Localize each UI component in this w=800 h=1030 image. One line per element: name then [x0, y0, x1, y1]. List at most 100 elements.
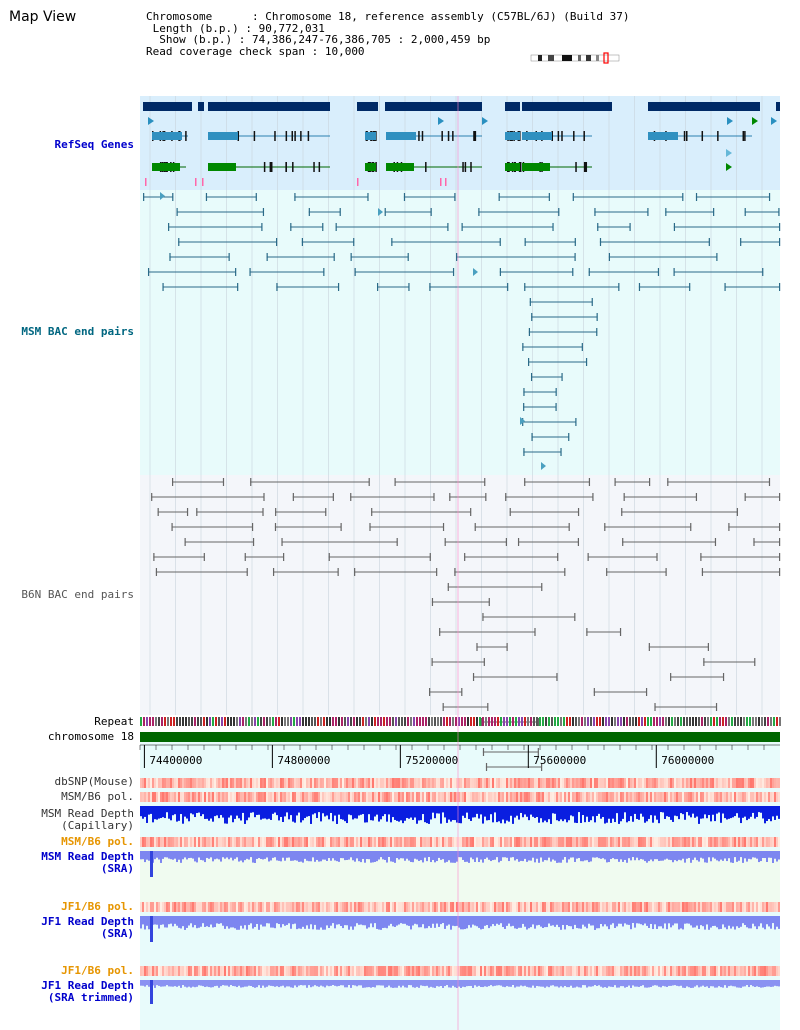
depth-bar: [144, 806, 146, 817]
heat-cell: [768, 837, 770, 847]
depth-bar: [498, 916, 500, 925]
b6n-pair-end: [541, 763, 543, 771]
depth-bar: [664, 980, 666, 987]
depth-bar: [538, 916, 540, 925]
depth-bar: [478, 916, 480, 928]
depth-bar: [248, 806, 250, 818]
heat-cell: [778, 778, 780, 788]
depth-bar: [232, 851, 234, 861]
depth-bar: [156, 806, 158, 820]
heat-cell: [592, 902, 594, 912]
heat-cell: [528, 792, 530, 802]
b6n-pair-end: [715, 703, 718, 711]
depth-bar: [680, 851, 682, 861]
b6n-pair-end: [485, 493, 487, 501]
depth-bar: [772, 806, 774, 817]
refseq-genes-track[interactable]: [143, 102, 780, 186]
heat-cell: [568, 837, 570, 847]
heat-cell: [270, 966, 272, 976]
heat-cell: [160, 902, 162, 912]
depth-bar: [508, 851, 510, 862]
b6n-bac-label[interactable]: B6N BAC end pairs: [21, 588, 134, 601]
repeat-mark: [701, 717, 703, 726]
depth-bar: [590, 806, 592, 821]
chromosome-ideogram[interactable]: [530, 52, 620, 64]
repeat-track[interactable]: [140, 717, 781, 726]
depth-bar: [488, 916, 490, 929]
depth-bar: [206, 806, 208, 819]
depth-bar: [180, 806, 182, 815]
heat-cell: [674, 837, 676, 847]
depth-bar: [386, 806, 388, 822]
heat-cell: [482, 778, 484, 788]
heat-cell: [336, 837, 338, 847]
msm-bac-label[interactable]: MSM BAC end pairs: [21, 325, 134, 338]
depth-bar: [698, 980, 700, 988]
depth-bar: [472, 980, 474, 988]
depth-bar: [238, 916, 240, 930]
depth-bar: [434, 916, 436, 928]
depth-bar: [274, 916, 276, 929]
heat-cell: [756, 902, 758, 912]
heat-cell: [462, 837, 464, 847]
depth-bar: [286, 916, 288, 925]
msm-bac-track[interactable]: [143, 192, 781, 470]
heat-cell: [170, 778, 172, 788]
depth-bar: [300, 851, 302, 862]
depth-bar: [454, 851, 456, 863]
heat-cell: [466, 966, 468, 976]
heat-cell: [778, 792, 780, 802]
depth-bar: [450, 851, 452, 863]
depth-bar: [512, 980, 514, 986]
depth-bar: [190, 980, 192, 988]
depth-bar: [532, 980, 534, 986]
heat-cell: [170, 902, 172, 912]
heat-cell: [316, 792, 318, 802]
heat-cell: [466, 837, 468, 847]
heat-cell: [254, 966, 256, 976]
depth-bar: [402, 806, 404, 824]
depth-bar: [510, 851, 512, 858]
repeat-mark: [167, 717, 169, 726]
depth-tracks[interactable]: [140, 806, 780, 1004]
depth-bar: [710, 806, 712, 822]
b6n-pair-end: [325, 508, 327, 516]
depth-bar: [292, 980, 294, 988]
heat-cell: [348, 837, 350, 847]
depth-bar: [390, 851, 392, 862]
depth-bar: [396, 851, 398, 859]
heat-cell: [172, 837, 174, 847]
refseq-label[interactable]: RefSeq Genes: [54, 138, 134, 151]
heat-cell: [426, 778, 428, 788]
heat-cell: [376, 902, 378, 912]
heat-cell: [328, 837, 330, 847]
depth-bar: [610, 980, 612, 987]
depth-bar: [380, 980, 382, 986]
repeat-mark: [251, 717, 253, 726]
heat-cell: [320, 966, 322, 976]
heat-cell: [164, 778, 166, 788]
depth-bar: [540, 980, 542, 987]
depth-bar: [480, 806, 482, 815]
heat-cell: [720, 792, 722, 802]
heat-cell: [604, 837, 606, 847]
b6n-pair-end: [556, 673, 558, 681]
heat-cell: [516, 792, 518, 802]
depth-bar: [250, 916, 252, 924]
heat-cell: [704, 792, 706, 802]
heat-cell: [396, 778, 398, 788]
heat-cell: [332, 902, 334, 912]
depth-bar: [172, 916, 174, 927]
heat-cell: [706, 778, 708, 788]
depth-bar: [328, 916, 330, 929]
heat-cell: [668, 902, 670, 912]
heatmap-tracks[interactable]: [140, 778, 780, 976]
depth-bar: [744, 980, 746, 987]
msm-pair-end: [574, 253, 576, 261]
heat-cell: [430, 902, 432, 912]
heat-cell: [324, 837, 326, 847]
depth-bar: [430, 980, 432, 987]
repeat-mark: [335, 717, 337, 726]
heat-cell: [362, 792, 364, 802]
depth-bar: [608, 806, 610, 819]
